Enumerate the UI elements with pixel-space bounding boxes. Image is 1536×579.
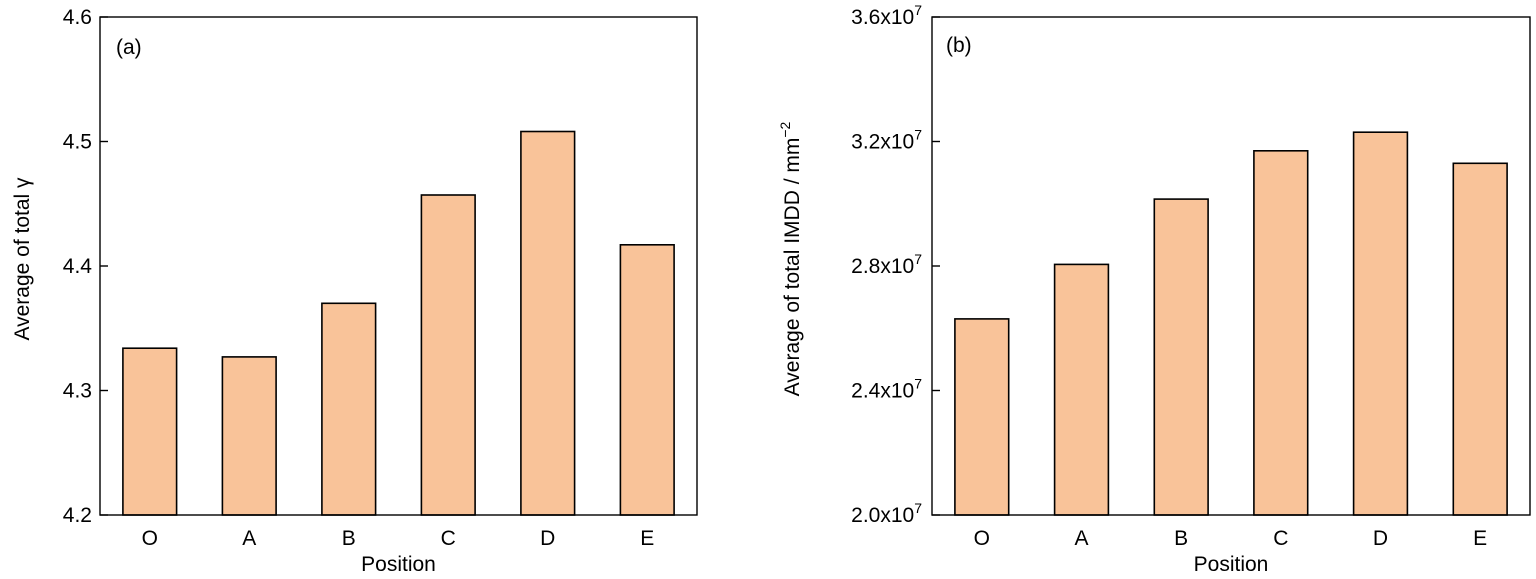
y-tick-label: 4.5 (63, 131, 92, 154)
y-tick-exponent: 7 (914, 376, 922, 392)
y-tick-mantissa: 2.0x10 (851, 504, 914, 527)
y-tick-exponent: 7 (914, 127, 922, 143)
y-tick-label: 4.6 (63, 6, 92, 29)
bar-A (1053, 263, 1110, 516)
y-tick-exponent: 7 (914, 251, 922, 267)
x-tick-label-O: O (142, 527, 158, 550)
x-tick-label-O: O (974, 527, 990, 550)
x-axis-label: Position (361, 553, 436, 576)
y-tick-exponent: 7 (914, 500, 922, 516)
x-tick-label-E: E (1473, 527, 1487, 550)
bar-C (1253, 150, 1309, 516)
y-tick-label: 2.8x107 (851, 251, 922, 278)
y-tick-mantissa: 3.2x10 (851, 131, 914, 154)
y-axis-label-superscript: −2 (777, 121, 793, 137)
x-tick-label-D: D (540, 527, 555, 550)
plot-frame (99, 16, 698, 516)
bar-O (122, 347, 178, 516)
panel-label: (b) (946, 34, 972, 57)
bar-D (1352, 131, 1409, 516)
x-tick-label-E: E (640, 527, 654, 550)
bar-B (1153, 198, 1209, 516)
x-tick-label-C: C (1273, 527, 1288, 550)
y-axis-label-text: Average of total γ (11, 177, 34, 341)
panel-label: (a) (116, 36, 142, 59)
y-tick-label: 4.3 (63, 380, 92, 403)
y-tick-exponent: 7 (914, 2, 922, 18)
x-tick-label-B: B (342, 527, 356, 550)
x-tick-label-C: C (441, 527, 456, 550)
y-tick-label: 2.4x107 (851, 376, 922, 403)
bar-O (954, 318, 1010, 516)
y-axis-label: Average of total IMDD / mm−2 (777, 121, 804, 396)
bar-E (619, 244, 675, 516)
y-tick-mantissa: 2.8x10 (851, 255, 914, 278)
bar-C (420, 194, 476, 516)
y-tick-label: 4.4 (63, 255, 93, 278)
y-axis-label-text: Average of total IMDD / mm (781, 138, 804, 397)
y-tick-mantissa: 3.6x10 (851, 6, 914, 29)
y-tick-label: 2.0x107 (851, 500, 922, 527)
y-tick-label: 4.2 (63, 504, 92, 527)
x-tick-label-A: A (1074, 527, 1088, 550)
x-tick-label-A: A (242, 527, 256, 550)
bar-E (1452, 162, 1508, 516)
y-tick-label: 3.2x107 (851, 127, 922, 154)
y-tick-mantissa: 2.4x10 (851, 380, 914, 403)
y-axis-label: Average of total γ (11, 177, 34, 341)
y-tick-label: 3.6x107 (851, 2, 922, 29)
plot-frame (931, 16, 1531, 516)
x-tick-label-B: B (1174, 527, 1188, 550)
bar-B (321, 302, 377, 516)
x-tick-label-D: D (1373, 527, 1388, 550)
x-axis-label: Position (1194, 553, 1269, 576)
bar-D (520, 130, 576, 516)
chart-panel-a: 4.2 4.3 4.4 4.5 4.6 O A B C D E Position Average of … (11, 6, 698, 576)
bar-A (221, 356, 277, 516)
